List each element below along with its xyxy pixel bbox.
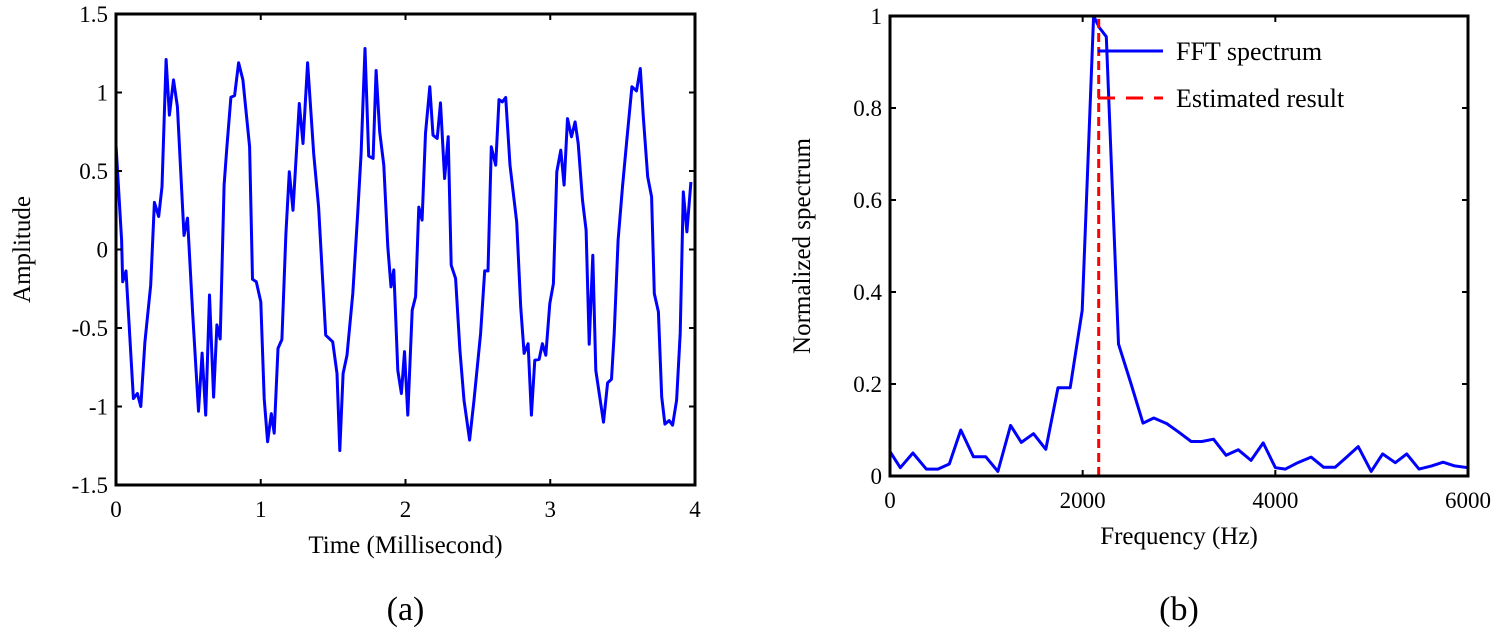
- series-line-0: [888, 14, 1469, 473]
- y-axis-label: Normalized spectrum: [789, 138, 816, 354]
- y-tick-label: 0.2: [853, 372, 882, 397]
- x-tick-label: 1: [255, 497, 267, 522]
- y-tick-label: 1.5: [79, 2, 108, 27]
- legend-label-1: Estimated result: [1176, 84, 1345, 113]
- y-tick-label: 0.8: [853, 96, 882, 121]
- plot-a-amplitude: 0 1 2 3 4 -1.5 -1 -0.5 0 0.5 1 1.5 Time (Millisecond…: [9, 2, 701, 628]
- x-tick-label: 0: [110, 497, 122, 522]
- legend: FFT spectrum Estimated result: [1098, 37, 1345, 113]
- x-axis-label: Time (Millisecond): [308, 532, 502, 559]
- y-axis-label: Amplitude: [9, 196, 36, 303]
- y-tick-label: 0.4: [853, 280, 882, 305]
- series-line-0: [114, 47, 693, 452]
- y-tick-label: 0: [871, 464, 883, 489]
- caption: (b): [1159, 591, 1199, 628]
- y-tick-label: 0: [97, 238, 109, 263]
- x-tick-label: 2: [400, 497, 412, 522]
- x-tick-label: 6000: [1445, 488, 1491, 513]
- y-tick-label: -1: [89, 395, 108, 420]
- y-tick-label: 0.5: [79, 159, 108, 184]
- x-tick-label: 2000: [1060, 488, 1106, 513]
- x-tick-label: 4000: [1252, 488, 1298, 513]
- x-tick-label: 4: [689, 497, 701, 522]
- y-tick-label: 1: [97, 81, 109, 106]
- x-tick-label: 0: [884, 488, 896, 513]
- legend-label-0: FFT spectrum: [1176, 37, 1322, 66]
- x-tick-label: 3: [545, 497, 557, 522]
- caption: (a): [387, 591, 425, 628]
- plot-b-spectrum: 0 2000 4000 6000 0 0.2 0.4 0.6 0.8 1 Frequency (Hz…: [789, 4, 1491, 628]
- axes-box: [888, 14, 1470, 478]
- x-axis-label: Frequency (Hz): [1100, 523, 1258, 550]
- y-tick-label: -1.5: [72, 473, 108, 498]
- y-tick-label: 0.6: [853, 188, 882, 213]
- axes-box: [114, 12, 697, 487]
- y-tick-label: -0.5: [72, 316, 108, 341]
- y-tick-label: 1: [871, 4, 883, 29]
